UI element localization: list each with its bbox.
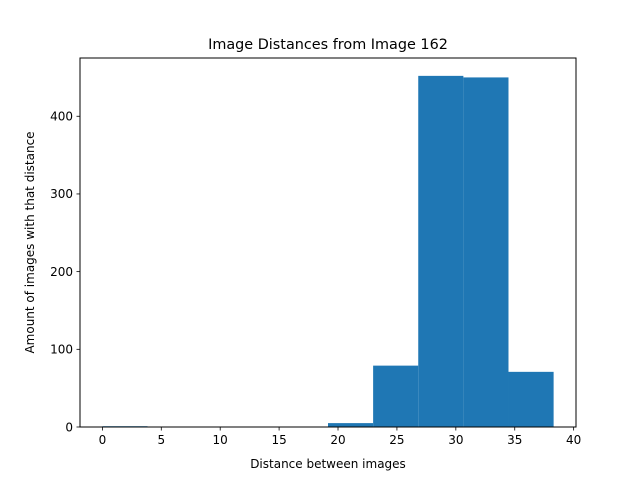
plot-frame [79, 57, 577, 428]
x-tick-label: 15 [271, 433, 286, 447]
x-tick-label: 0 [99, 433, 107, 447]
y-tick-label: 0 [65, 420, 73, 434]
x-tick-label: 5 [157, 433, 165, 447]
y-tick-label: 200 [50, 265, 73, 279]
histogram-bar [508, 371, 554, 427]
histogram-bar [463, 77, 509, 427]
y-tick-label: 100 [50, 343, 73, 357]
y-axis-label: Amount of images with that distance [23, 131, 37, 353]
x-axis-ticks: 0 5 10 15 20 25 30 35 40 [99, 427, 581, 447]
x-axis-label: Distance between images [250, 457, 406, 471]
histogram-bar [328, 423, 374, 427]
bars-group [102, 75, 554, 427]
histogram-bar [373, 365, 419, 427]
histogram-bar [418, 75, 464, 427]
y-tick-label: 300 [50, 187, 73, 201]
x-tick-label: 20 [330, 433, 345, 447]
x-tick-label: 10 [213, 433, 228, 447]
y-axis-ticks: 0 100 200 300 400 [50, 110, 80, 434]
y-tick-label: 400 [50, 110, 73, 124]
x-tick-label: 40 [566, 433, 581, 447]
x-tick-label: 35 [507, 433, 522, 447]
x-tick-label: 30 [448, 433, 463, 447]
x-tick-label: 25 [389, 433, 404, 447]
chart-title: Image Distances from Image 162 [208, 37, 448, 53]
